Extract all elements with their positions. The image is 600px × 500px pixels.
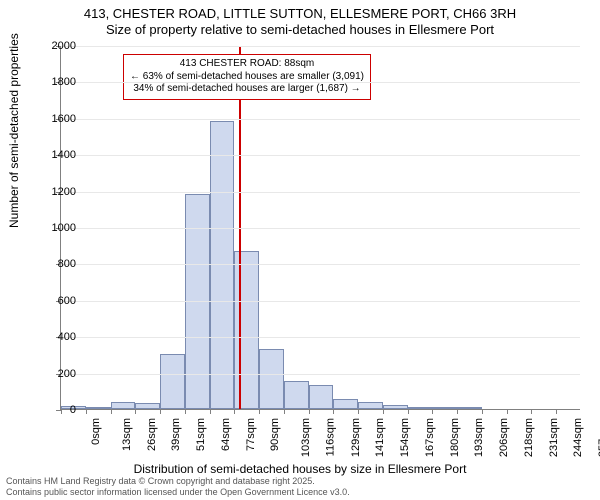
x-tick-label: 90sqm (269, 418, 281, 451)
footer-line1: Contains HM Land Registry data © Crown c… (6, 476, 350, 487)
footer-attribution: Contains HM Land Registry data © Crown c… (6, 476, 350, 498)
x-tick-label: 64sqm (220, 418, 232, 451)
title-line1: 413, CHESTER ROAD, LITTLE SUTTON, ELLESM… (0, 6, 600, 22)
x-tick-mark (556, 409, 557, 414)
x-tick-label: 129sqm (350, 418, 362, 457)
y-tick-label: 1800 (26, 76, 76, 88)
x-tick-label: 39sqm (170, 418, 182, 451)
x-tick-label: 103sqm (300, 418, 312, 457)
annotation-line3: 34% of semi-detached houses are larger (… (130, 83, 364, 96)
y-tick-label: 200 (26, 368, 76, 380)
x-tick-label: 26sqm (146, 418, 158, 451)
x-tick-label: 154sqm (399, 418, 411, 457)
gridline (61, 155, 580, 156)
histogram-bar (111, 402, 136, 409)
gridline (61, 82, 580, 83)
x-tick-label: 244sqm (573, 418, 585, 457)
x-tick-mark (309, 409, 310, 414)
x-tick-mark (259, 409, 260, 414)
x-tick-label: 218sqm (523, 418, 535, 457)
histogram-bar (309, 385, 334, 409)
annotation-line2: ← 63% of semi-detached houses are smalle… (130, 71, 364, 84)
x-tick-label: 0sqm (90, 418, 102, 445)
x-tick-label: 167sqm (424, 418, 436, 457)
x-tick-label: 116sqm (324, 418, 336, 456)
plot-area: 413 CHESTER ROAD: 88sqm ← 63% of semi-de… (60, 46, 580, 410)
x-tick-mark (111, 409, 112, 414)
x-tick-label: 77sqm (245, 418, 257, 451)
y-tick-label: 2000 (26, 40, 76, 52)
gridline (61, 228, 580, 229)
x-tick-mark (507, 409, 508, 414)
histogram-bar (408, 407, 433, 409)
x-tick-label: 141sqm (375, 418, 387, 457)
y-tick-label: 0 (26, 404, 76, 416)
annotation-box: 413 CHESTER ROAD: 88sqm ← 63% of semi-de… (123, 54, 371, 100)
x-tick-mark (432, 409, 433, 414)
x-tick-mark (531, 409, 532, 414)
histogram-bar (160, 354, 185, 409)
x-tick-mark (210, 409, 211, 414)
x-tick-mark (358, 409, 359, 414)
x-tick-mark (408, 409, 409, 414)
histogram-bar (432, 407, 457, 409)
histogram-bar (383, 405, 408, 409)
x-tick-label: 206sqm (498, 418, 510, 457)
gridline (61, 119, 580, 120)
x-tick-label: 193sqm (474, 418, 486, 457)
x-tick-mark (234, 409, 235, 414)
chart-title: 413, CHESTER ROAD, LITTLE SUTTON, ELLESM… (0, 0, 600, 39)
histogram-bar (259, 349, 284, 409)
histogram-bar (358, 402, 383, 409)
x-tick-mark (135, 409, 136, 414)
histogram-bar (457, 407, 482, 409)
histogram-bar (135, 403, 160, 409)
x-axis-label: Distribution of semi-detached houses by … (0, 462, 600, 476)
title-line2: Size of property relative to semi-detach… (0, 22, 600, 38)
gridline (61, 192, 580, 193)
y-tick-label: 1200 (26, 186, 76, 198)
histogram-bar (86, 407, 111, 409)
y-tick-label: 600 (26, 295, 76, 307)
gridline (61, 46, 580, 47)
x-tick-label: 180sqm (449, 418, 461, 457)
x-tick-mark (160, 409, 161, 414)
gridline (61, 337, 580, 338)
x-tick-label: 231sqm (548, 418, 560, 457)
histogram-bar (234, 251, 259, 409)
y-tick-label: 1600 (26, 113, 76, 125)
y-tick-label: 400 (26, 331, 76, 343)
y-tick-label: 1000 (26, 222, 76, 234)
x-tick-mark (333, 409, 334, 414)
histogram-bar (333, 399, 358, 409)
y-axis-label: Number of semi-detached properties (7, 33, 21, 228)
gridline (61, 264, 580, 265)
histogram-bar (284, 381, 309, 409)
y-tick-label: 1400 (26, 149, 76, 161)
x-tick-mark (482, 409, 483, 414)
footer-line2: Contains public sector information licen… (6, 487, 350, 498)
x-tick-mark (86, 409, 87, 414)
gridline (61, 301, 580, 302)
x-tick-mark (185, 409, 186, 414)
x-tick-mark (284, 409, 285, 414)
gridline (61, 374, 580, 375)
x-tick-label: 51sqm (195, 418, 207, 451)
x-tick-mark (383, 409, 384, 414)
x-tick-mark (457, 409, 458, 414)
y-tick-label: 800 (26, 258, 76, 270)
x-tick-label: 13sqm (121, 418, 133, 451)
annotation-line1: 413 CHESTER ROAD: 88sqm (130, 58, 364, 71)
